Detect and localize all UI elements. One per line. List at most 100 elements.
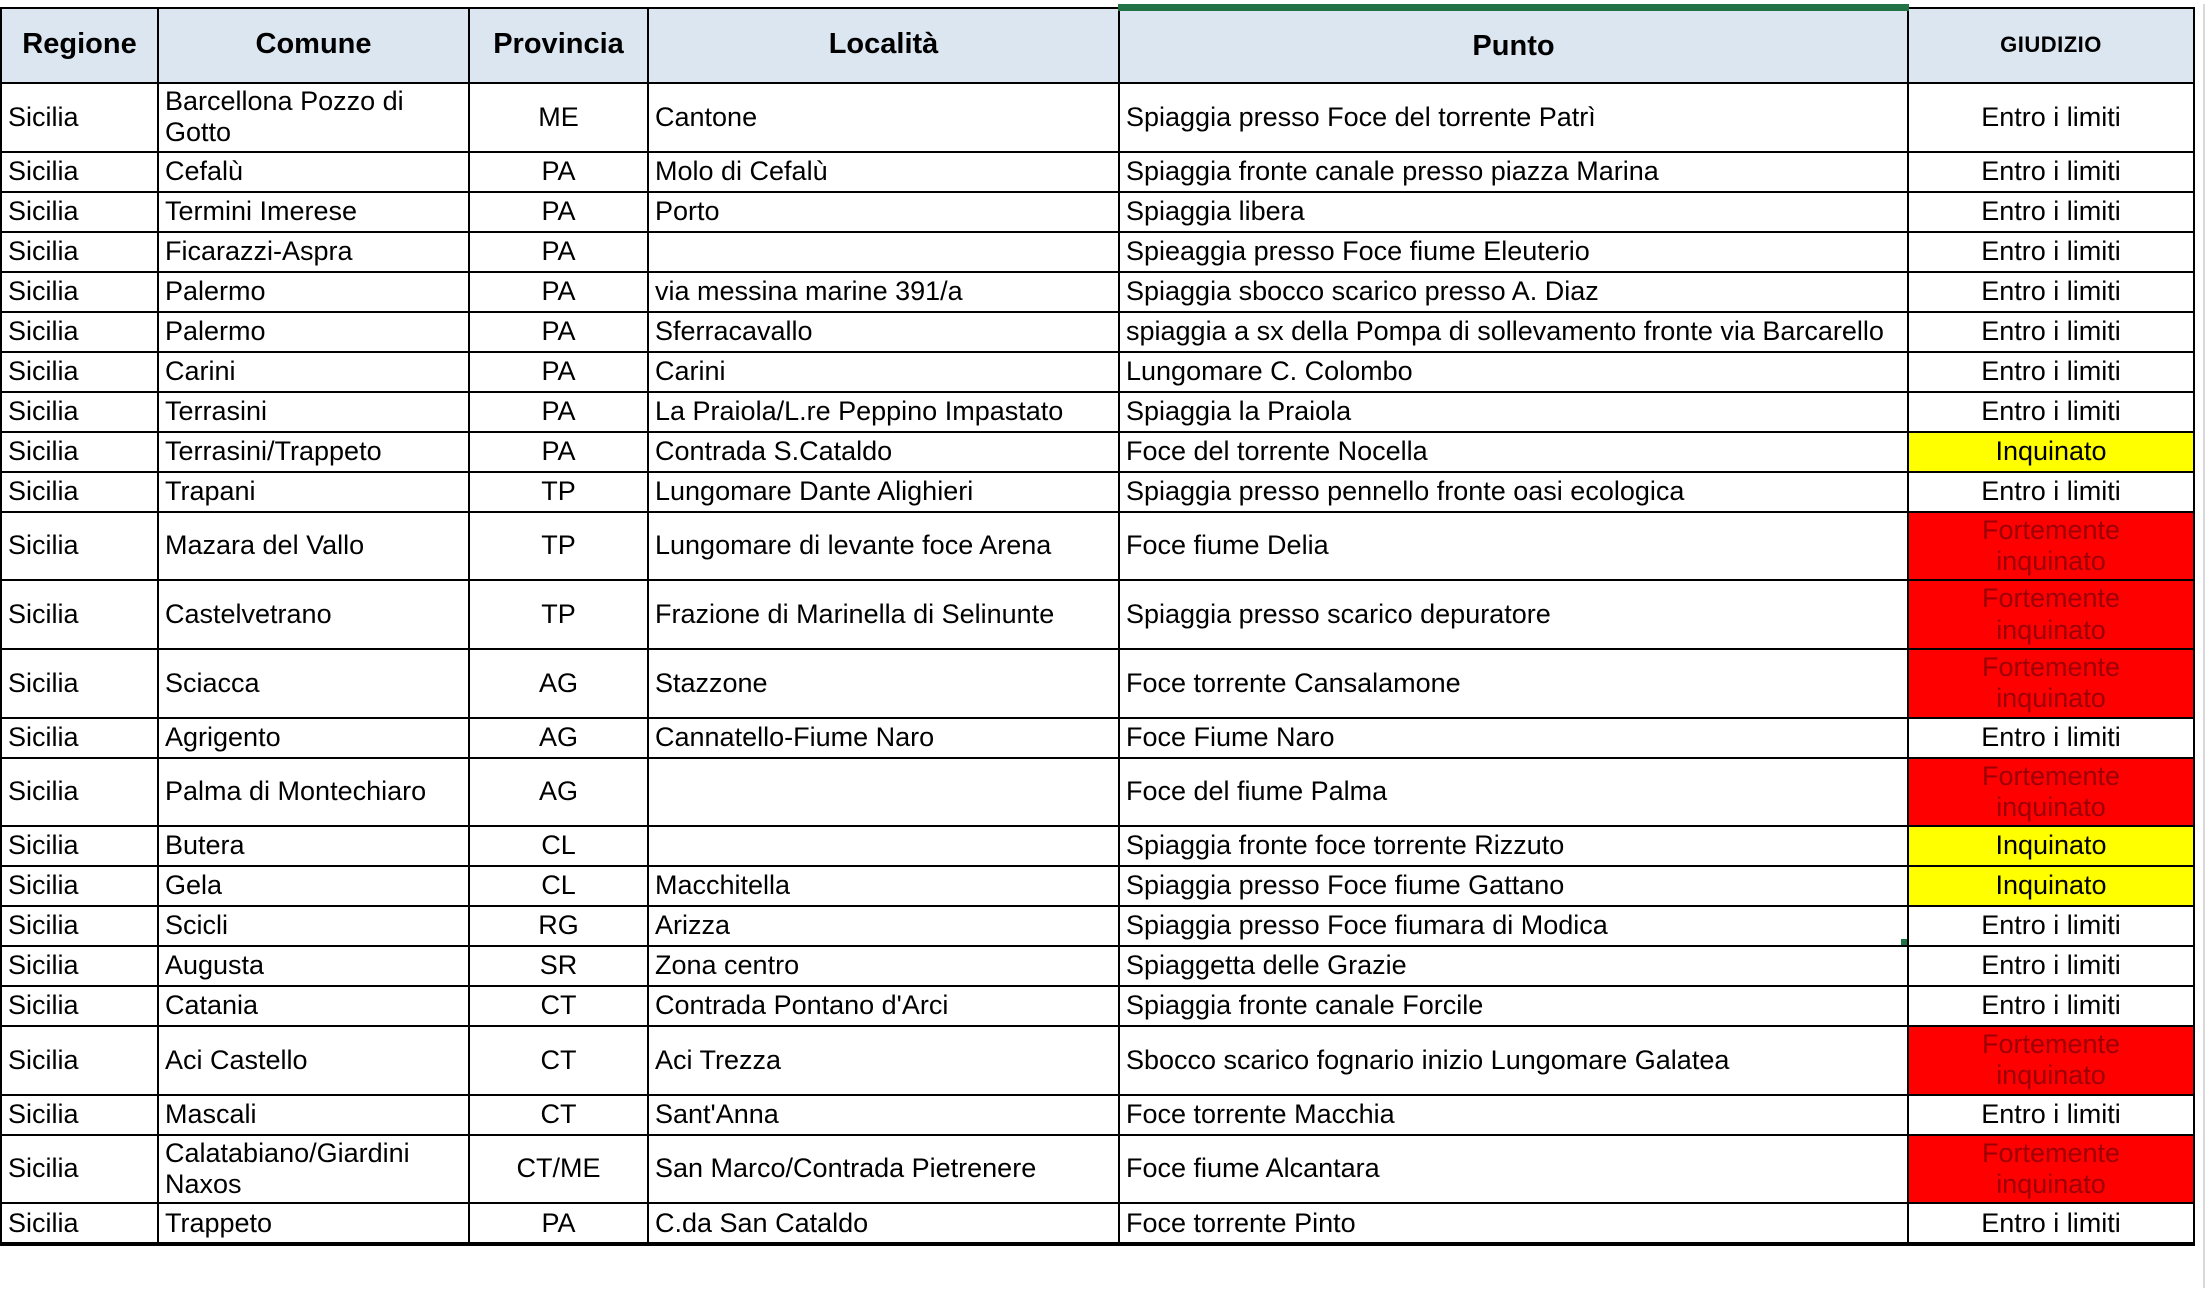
column-header-provincia[interactable]: Provincia	[468, 6, 649, 84]
column-header-localita[interactable]: Località	[647, 6, 1120, 84]
cell-comune[interactable]: Mascali	[157, 1093, 470, 1136]
column-header-regione[interactable]: Regione	[0, 6, 159, 84]
cell-giudizio[interactable]: Entro i limiti	[1907, 716, 2195, 759]
cell-localita[interactable]: Frazione di Marinella di Selinunte	[647, 579, 1120, 650]
cell-comune[interactable]: Augusta	[157, 945, 470, 988]
cell-giudizio[interactable]: Entro i limiti	[1907, 470, 2195, 513]
cell-localita[interactable]: Carini	[647, 350, 1120, 393]
cell-provincia[interactable]: PA	[468, 190, 649, 233]
cell-localita[interactable]: Contrada S.Cataldo	[647, 430, 1120, 473]
cell-provincia[interactable]: TP	[468, 470, 649, 513]
cell-giudizio[interactable]: Entro i limiti	[1907, 1202, 2195, 1247]
cell-localita[interactable]: Molo di Cefalù	[647, 150, 1120, 193]
cell-punto[interactable]: Spiaggia presso scarico depuratore	[1118, 579, 1909, 650]
cell-comune[interactable]: Calatabiano/Giardini Naxos	[157, 1133, 470, 1205]
cell-punto[interactable]: Spiaggia fronte canale Forcile	[1118, 985, 1909, 1028]
cell-provincia[interactable]: AG	[468, 756, 649, 828]
cell-regione[interactable]: Sicilia	[0, 190, 159, 233]
cell-localita[interactable]: Macchitella	[647, 865, 1120, 908]
cell-giudizio[interactable]: Entro i limiti	[1907, 1093, 2195, 1136]
cell-punto[interactable]: Foce torrente Pinto	[1118, 1202, 1909, 1247]
cell-localita[interactable]	[647, 756, 1120, 828]
cell-giudizio[interactable]: Fortemente inquinato	[1907, 510, 2195, 582]
cell-comune[interactable]: Agrigento	[157, 716, 470, 759]
cell-comune[interactable]: Cefalù	[157, 150, 470, 193]
cell-localita[interactable]: Contrada Pontano d'Arci	[647, 985, 1120, 1028]
active-cell[interactable]: Spiaggia presso Foce fiumara di Modica	[1118, 905, 1909, 948]
cell-comune[interactable]: Termini Imerese	[157, 190, 470, 233]
cell-provincia[interactable]: PA	[468, 430, 649, 473]
cell-giudizio[interactable]: Entro i limiti	[1907, 82, 2195, 153]
cell-provincia[interactable]: PA	[468, 270, 649, 313]
cell-localita[interactable]: San Marco/Contrada Pietrenere	[647, 1133, 1120, 1205]
cell-comune[interactable]: Ficarazzi-Aspra	[157, 230, 470, 273]
cell-provincia[interactable]: SR	[468, 945, 649, 988]
cell-punto[interactable]: Spiaggia presso Foce fiume Gattano	[1118, 865, 1909, 908]
cell-comune[interactable]: Palma di Montechiaro	[157, 756, 470, 828]
cell-comune[interactable]: Palermo	[157, 270, 470, 313]
cell-punto[interactable]: Foce torrente Macchia	[1118, 1093, 1909, 1136]
cell-provincia[interactable]: PA	[468, 350, 649, 393]
cell-punto[interactable]: Spiaggia fronte canale presso piazza Mar…	[1118, 150, 1909, 193]
cell-localita[interactable]: Lungomare Dante Alighieri	[647, 470, 1120, 513]
cell-comune[interactable]: Castelvetrano	[157, 579, 470, 650]
cell-regione[interactable]: Sicilia	[0, 1025, 159, 1096]
cell-giudizio[interactable]: Fortemente inquinato	[1907, 1133, 2195, 1205]
cell-provincia[interactable]: AG	[468, 647, 649, 719]
cell-comune[interactable]: Gela	[157, 865, 470, 908]
column-header-punto[interactable]: Punto	[1118, 4, 1909, 84]
cell-punto[interactable]: Spieaggia presso Foce fiume Eleuterio	[1118, 230, 1909, 273]
cell-giudizio[interactable]: Entro i limiti	[1907, 150, 2195, 193]
cell-giudizio[interactable]: Fortemente inquinato	[1907, 756, 2195, 828]
cell-regione[interactable]: Sicilia	[0, 945, 159, 988]
cell-localita[interactable]: Cannatello-Fiume Naro	[647, 716, 1120, 759]
cell-regione[interactable]: Sicilia	[0, 1133, 159, 1205]
cell-giudizio[interactable]: Fortemente inquinato	[1907, 579, 2195, 650]
cell-regione[interactable]: Sicilia	[0, 82, 159, 153]
cell-punto[interactable]: spiaggia a sx della Pompa di sollevament…	[1118, 310, 1909, 353]
cell-punto[interactable]: Foce fiume Alcantara	[1118, 1133, 1909, 1205]
cell-provincia[interactable]: ME	[468, 82, 649, 153]
cell-giudizio[interactable]: Inquinato	[1907, 825, 2195, 868]
cell-localita[interactable]	[647, 230, 1120, 273]
cell-giudizio[interactable]: Entro i limiti	[1907, 985, 2195, 1028]
cell-provincia[interactable]: CL	[468, 865, 649, 908]
cell-provincia[interactable]: CT	[468, 1025, 649, 1096]
cell-provincia[interactable]: TP	[468, 510, 649, 582]
cell-localita[interactable]: Sant'Anna	[647, 1093, 1120, 1136]
cell-provincia[interactable]: PA	[468, 150, 649, 193]
cell-giudizio[interactable]: Inquinato	[1907, 865, 2195, 908]
cell-comune[interactable]: Catania	[157, 985, 470, 1028]
cell-comune[interactable]: Trappeto	[157, 1202, 470, 1247]
fill-handle[interactable]	[1899, 937, 1906, 945]
column-header-giudizio[interactable]: GIUDIZIO	[1907, 6, 2195, 84]
cell-comune[interactable]: Mazara del Vallo	[157, 510, 470, 582]
cell-punto[interactable]: Foce del torrente Nocella	[1118, 430, 1909, 473]
cell-regione[interactable]: Sicilia	[0, 470, 159, 513]
cell-provincia[interactable]: CT/ME	[468, 1133, 649, 1205]
cell-punto[interactable]: Spiaggia la Praiola	[1118, 390, 1909, 433]
cell-comune[interactable]: Carini	[157, 350, 470, 393]
cell-regione[interactable]: Sicilia	[0, 825, 159, 868]
cell-localita[interactable]: Sferracavallo	[647, 310, 1120, 353]
cell-punto[interactable]: Spiaggia presso pennello fronte oasi eco…	[1118, 470, 1909, 513]
cell-provincia[interactable]: CT	[468, 985, 649, 1028]
cell-regione[interactable]: Sicilia	[0, 865, 159, 908]
cell-regione[interactable]: Sicilia	[0, 510, 159, 582]
cell-regione[interactable]: Sicilia	[0, 579, 159, 650]
cell-localita[interactable]: Arizza	[647, 905, 1120, 948]
cell-provincia[interactable]: RG	[468, 905, 649, 948]
cell-regione[interactable]: Sicilia	[0, 716, 159, 759]
cell-localita[interactable]	[647, 825, 1120, 868]
cell-provincia[interactable]: CT	[468, 1093, 649, 1136]
cell-giudizio[interactable]: Entro i limiti	[1907, 945, 2195, 988]
cell-regione[interactable]: Sicilia	[0, 350, 159, 393]
column-header-comune[interactable]: Comune	[157, 6, 470, 84]
cell-regione[interactable]: Sicilia	[0, 1202, 159, 1247]
cell-punto[interactable]: Spiaggetta delle Grazie	[1118, 945, 1909, 988]
cell-localita[interactable]: Stazzone	[647, 647, 1120, 719]
cell-regione[interactable]: Sicilia	[0, 390, 159, 433]
cell-giudizio[interactable]: Fortemente inquinato	[1907, 647, 2195, 719]
cell-localita[interactable]: Zona centro	[647, 945, 1120, 988]
cell-comune[interactable]: Terrasini	[157, 390, 470, 433]
